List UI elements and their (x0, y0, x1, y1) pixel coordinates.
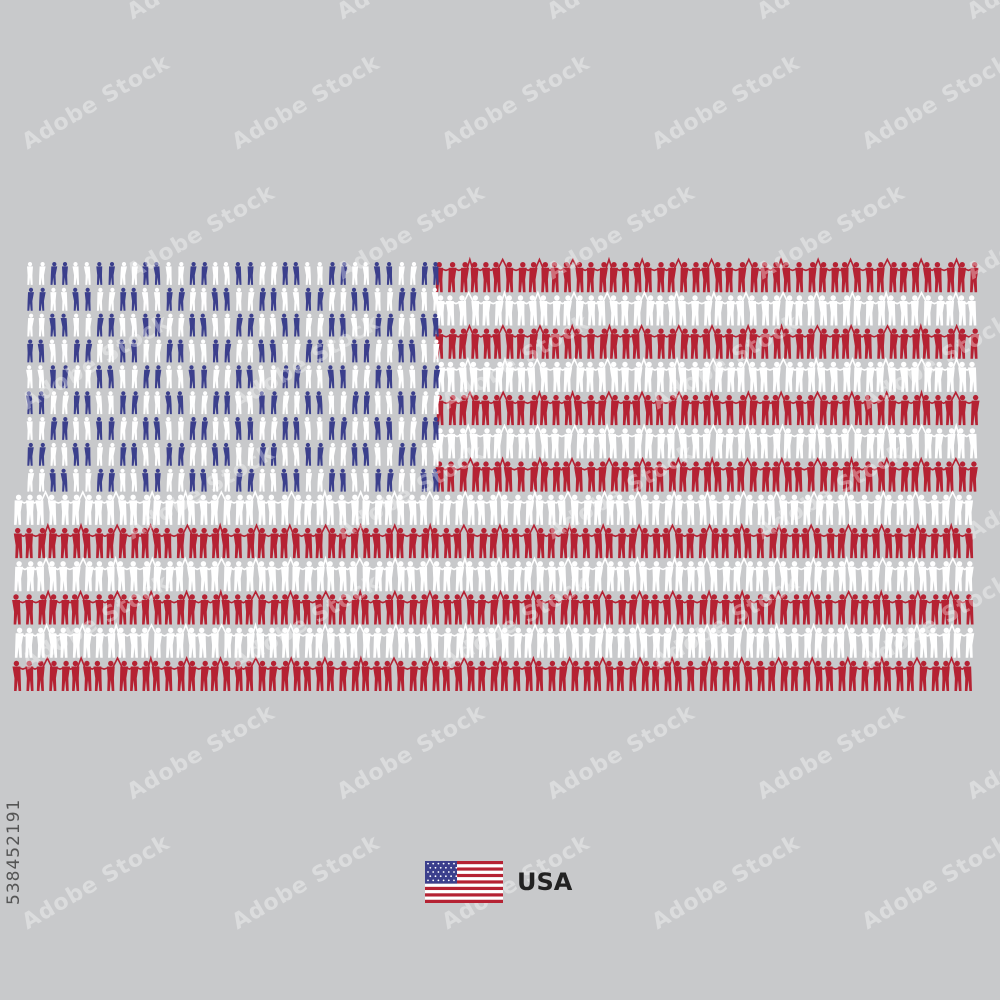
canton-people-row (27, 287, 439, 311)
caption: USA (425, 860, 572, 904)
canton-people-row (26, 365, 441, 389)
people-chain-row (14, 555, 974, 592)
country-label: USA (517, 868, 573, 896)
people-chain-row (437, 356, 977, 392)
people-chain-row (12, 655, 972, 691)
people-chain-row (435, 389, 980, 426)
usa-flag-icon (425, 861, 503, 903)
canton-people-row (27, 442, 439, 466)
canton-people-row (25, 391, 440, 415)
canton-people-row (27, 339, 440, 363)
people-chain-row (435, 455, 978, 492)
people-chain-row (435, 256, 979, 293)
people-chain-row (14, 622, 975, 658)
people-chain-row (14, 489, 974, 525)
people-chain-row (12, 588, 974, 625)
canton-people-row (26, 417, 439, 440)
canton-people-row (27, 468, 439, 492)
people-chain-row (435, 322, 980, 359)
stock-id-label: 538452191 (4, 798, 24, 905)
people-chain-row (435, 422, 978, 459)
canton-people-row (27, 313, 439, 337)
canton-people-row (27, 262, 439, 285)
people-chain-row (13, 522, 974, 559)
people-chain-row (436, 289, 977, 326)
